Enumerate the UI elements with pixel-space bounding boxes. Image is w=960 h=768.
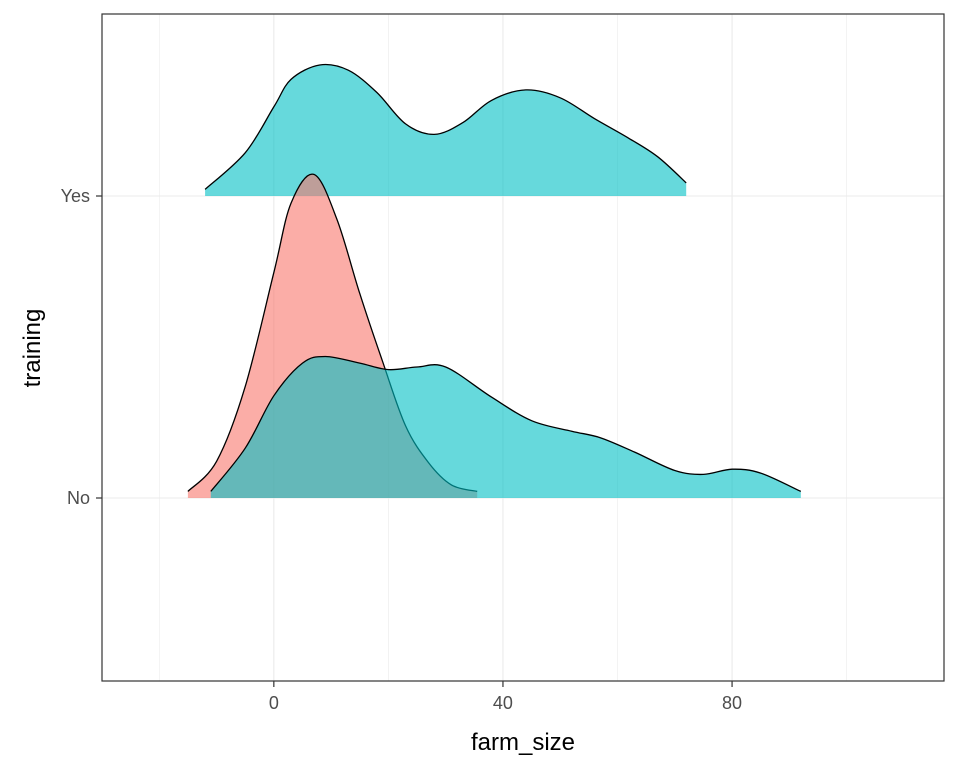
x-axis-title: farm_size (471, 729, 575, 756)
y-tick-label: No (67, 488, 90, 508)
density-area (187, 174, 478, 499)
x-tick-label: 40 (493, 693, 513, 713)
axes: 0 40 80 No Yes (61, 186, 742, 713)
panel-border (101, 13, 945, 682)
density-ridge-yes-teal (204, 63, 687, 197)
density-area (210, 356, 801, 498)
density-area (205, 64, 687, 197)
density-outline (204, 63, 687, 190)
x-tick-label: 0 (269, 693, 279, 713)
y-axis-title: training (19, 309, 46, 388)
density-ridges (187, 63, 802, 499)
y-tick-label: Yes (61, 186, 90, 206)
x-tick-label: 80 (722, 693, 742, 713)
density-ridge-no-teal (210, 355, 802, 498)
density-outline (210, 355, 802, 492)
